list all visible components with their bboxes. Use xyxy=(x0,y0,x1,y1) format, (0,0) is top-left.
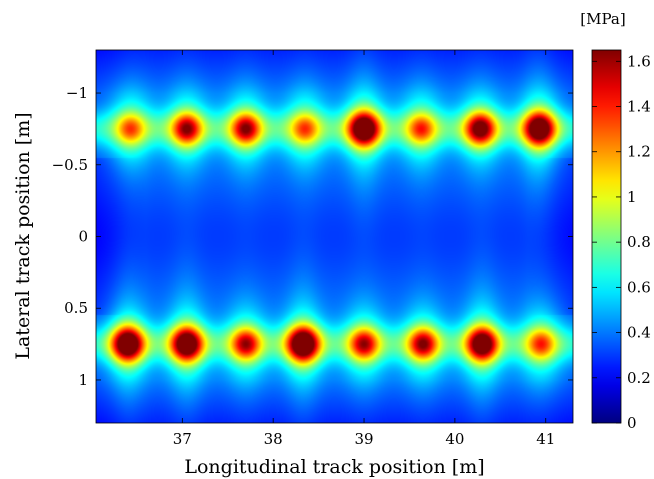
x-tick-label: 40 xyxy=(445,430,464,448)
colorbar-frame xyxy=(591,49,622,424)
colorbar-tick-label: 0.2 xyxy=(627,369,651,387)
y-tick-label: −1 xyxy=(66,84,88,102)
x-axis: 37 38 39 40 41 xyxy=(173,50,555,448)
colorbar-tick-label: 0.8 xyxy=(627,233,651,251)
heatmap-image xyxy=(96,50,573,423)
colorbar-unit-label: [MPa] xyxy=(580,10,625,28)
y-tick-label: 1 xyxy=(78,371,88,389)
colorbar-tick-label: 0.6 xyxy=(627,278,651,296)
x-tick-label: 41 xyxy=(536,430,555,448)
x-axis-title: Longitudinal track position [m] xyxy=(184,456,484,478)
colorbar-tick-label: 0.4 xyxy=(627,324,651,342)
y-tick-label: 0 xyxy=(78,228,88,246)
x-tick-label: 39 xyxy=(354,430,373,448)
y-tick-label: −0.5 xyxy=(52,156,88,174)
plot-area: 37 38 39 40 41 −1 −0.5 0 0.5 1 xyxy=(52,49,574,448)
colorbar-ticks: 0 0.2 0.4 0.6 0.8 1 1.2 1.4 1.6 xyxy=(592,52,651,432)
x-tick-label: 38 xyxy=(264,430,283,448)
colorbar-tick-label: 1 xyxy=(627,188,637,206)
colorbar-fill xyxy=(592,50,621,423)
y-axis: −1 −0.5 0 0.5 1 xyxy=(52,84,573,389)
colorbar: 0 0.2 0.4 0.6 0.8 1 1.2 1.4 1.6 [MPa] xyxy=(580,10,651,432)
y-axis-title: Lateral track position [m] xyxy=(12,112,34,359)
y-tick-label: 0.5 xyxy=(64,299,88,317)
colorbar-tick-label: 1.2 xyxy=(627,143,651,161)
colorbar-tick-label: 0 xyxy=(627,414,637,432)
x-tick-label: 37 xyxy=(173,430,192,448)
colorbar-tick-label: 1.4 xyxy=(627,98,651,116)
colorbar-tick-label: 1.6 xyxy=(627,52,651,70)
